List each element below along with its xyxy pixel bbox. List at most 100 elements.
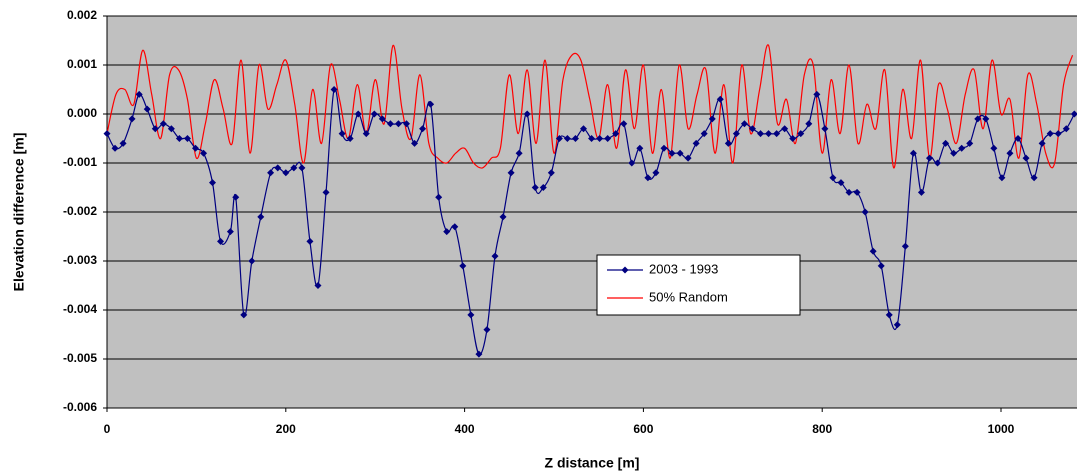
data-point: [966, 139, 974, 147]
data-point: [1022, 154, 1030, 162]
data-point: [716, 95, 724, 103]
data-point: [1046, 130, 1054, 138]
x-tick-label: 200: [276, 422, 296, 436]
data-point: [596, 135, 604, 142]
data-point: [1006, 149, 1014, 157]
y-tick-label: 0.000: [67, 106, 97, 120]
data-point: [1038, 139, 1046, 147]
data-point: [998, 174, 1006, 182]
x-tick-label: 0: [104, 422, 111, 436]
data-point: [765, 130, 773, 138]
data-point: [942, 139, 950, 147]
data-point: [362, 130, 370, 138]
data-point: [805, 120, 813, 128]
data-point: [708, 115, 716, 123]
data-point: [143, 105, 151, 113]
data-point: [200, 149, 208, 157]
data-point: [411, 139, 419, 147]
legend-box: [596, 254, 801, 316]
data-point: [668, 149, 676, 157]
data-point: [773, 130, 781, 138]
data-point: [103, 130, 111, 138]
data-point: [531, 184, 539, 191]
data-point: [507, 169, 515, 177]
x-axis-title: Z distance [m]: [545, 455, 640, 471]
data-point: [346, 135, 354, 142]
data-point: [467, 311, 475, 319]
data-point: [298, 164, 306, 172]
data-point: [580, 125, 588, 133]
data-point: [232, 193, 240, 201]
y-tick-label: -0.003: [63, 253, 97, 267]
data-point: [282, 169, 290, 177]
data-point: [628, 159, 636, 167]
data-point: [274, 164, 282, 172]
data-point: [1014, 135, 1022, 142]
legend-label: 50% Random: [649, 289, 728, 304]
y-tick-label: -0.005: [63, 351, 97, 365]
data-point: [427, 100, 435, 108]
data-point: [1062, 125, 1070, 133]
x-tick-label: 800: [812, 422, 832, 436]
data-point: [451, 223, 459, 231]
data-point: [684, 154, 692, 162]
data-point: [167, 125, 175, 133]
data-point: [257, 213, 265, 221]
data-point: [435, 193, 443, 201]
data-point: [217, 237, 225, 245]
data-point: [757, 130, 765, 138]
data-point: [119, 139, 127, 147]
data-point: [909, 149, 917, 157]
data-point: [829, 174, 837, 182]
data-point: [483, 326, 491, 334]
data-point: [419, 125, 427, 133]
data-point: [1070, 110, 1077, 118]
data-point: [563, 135, 571, 142]
data-point: [877, 262, 885, 270]
data-point: [893, 321, 901, 329]
data-point: [240, 311, 248, 319]
y-tick-label: 0.001: [67, 57, 97, 71]
data-point: [837, 179, 845, 187]
data-point: [386, 120, 394, 128]
data-point: [135, 90, 143, 98]
data-point: [636, 144, 644, 152]
data-point: [652, 169, 660, 177]
data-point: [499, 213, 507, 221]
y-axis-title: Elevation difference [m]: [11, 133, 27, 292]
data-point: [620, 120, 628, 128]
data-point: [111, 144, 119, 152]
data-point: [982, 115, 990, 123]
data-point: [821, 125, 829, 133]
data-point: [354, 110, 362, 118]
data-point: [515, 149, 523, 157]
legend-label: 2003 - 1993: [649, 261, 718, 276]
data-point: [700, 130, 708, 138]
legend-marker: [621, 266, 629, 274]
data-point: [226, 228, 234, 236]
data-point: [869, 247, 877, 255]
x-tick-label: 1000: [988, 422, 1015, 436]
y-tick-label: -0.006: [63, 400, 97, 414]
y-tick-label: -0.002: [63, 204, 97, 218]
x-tick-label: 400: [455, 422, 475, 436]
data-point: [813, 90, 821, 98]
data-point: [330, 86, 338, 93]
data-point: [159, 120, 167, 128]
legend: 2003 - 1993 50% Random: [596, 254, 801, 316]
data-point: [443, 228, 451, 236]
data-point: [1030, 174, 1038, 182]
data-point: [571, 135, 579, 142]
data-point: [612, 130, 620, 138]
data-point: [1054, 130, 1062, 138]
data-point: [885, 311, 893, 319]
data-point: [370, 110, 378, 118]
data-point: [660, 144, 668, 152]
data-point: [588, 135, 596, 142]
data-point: [853, 188, 861, 196]
y-tick-label: -0.004: [63, 302, 97, 316]
data-point: [789, 135, 797, 142]
data-point: [208, 179, 216, 187]
data-point: [901, 242, 909, 250]
